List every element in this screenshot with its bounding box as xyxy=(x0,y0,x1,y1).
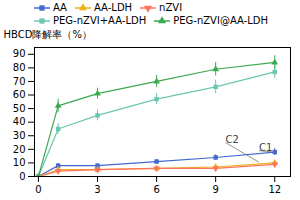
svg-text:70: 70 xyxy=(13,76,26,87)
svg-text:0: 0 xyxy=(35,184,41,195)
svg-text:10: 10 xyxy=(13,157,26,168)
html-text:AA: AA xyxy=(53,2,67,13)
svg-text:50: 50 xyxy=(13,103,26,114)
svg-text:HBCD降解率（%）: HBCD降解率（%） xyxy=(4,29,92,40)
svg-text:80: 80 xyxy=(13,62,26,73)
svg-text:30: 30 xyxy=(13,130,26,141)
svg-text:9: 9 xyxy=(212,184,218,195)
svg-text:C1: C1 xyxy=(259,142,272,153)
html-text:AA-LDH: AA-LDH xyxy=(94,2,133,13)
svg-text:90: 90 xyxy=(13,48,26,59)
html-text:PEG-nZVI+AA-LDH: PEG-nZVI+AA-LDH xyxy=(53,15,147,26)
svg-text:20: 20 xyxy=(13,144,26,155)
html-text:nZVI: nZVI xyxy=(159,2,183,13)
svg-text:3: 3 xyxy=(94,184,100,195)
svg-text:60: 60 xyxy=(13,89,26,100)
svg-text:C2: C2 xyxy=(226,134,239,145)
svg-text:0: 0 xyxy=(19,171,25,182)
svg-text:40: 40 xyxy=(13,116,26,127)
svg-text:6: 6 xyxy=(153,184,159,195)
svg-text:12: 12 xyxy=(268,184,281,195)
html-text:PEG-nZVI@AA-LDH: PEG-nZVI@AA-LDH xyxy=(173,15,268,26)
